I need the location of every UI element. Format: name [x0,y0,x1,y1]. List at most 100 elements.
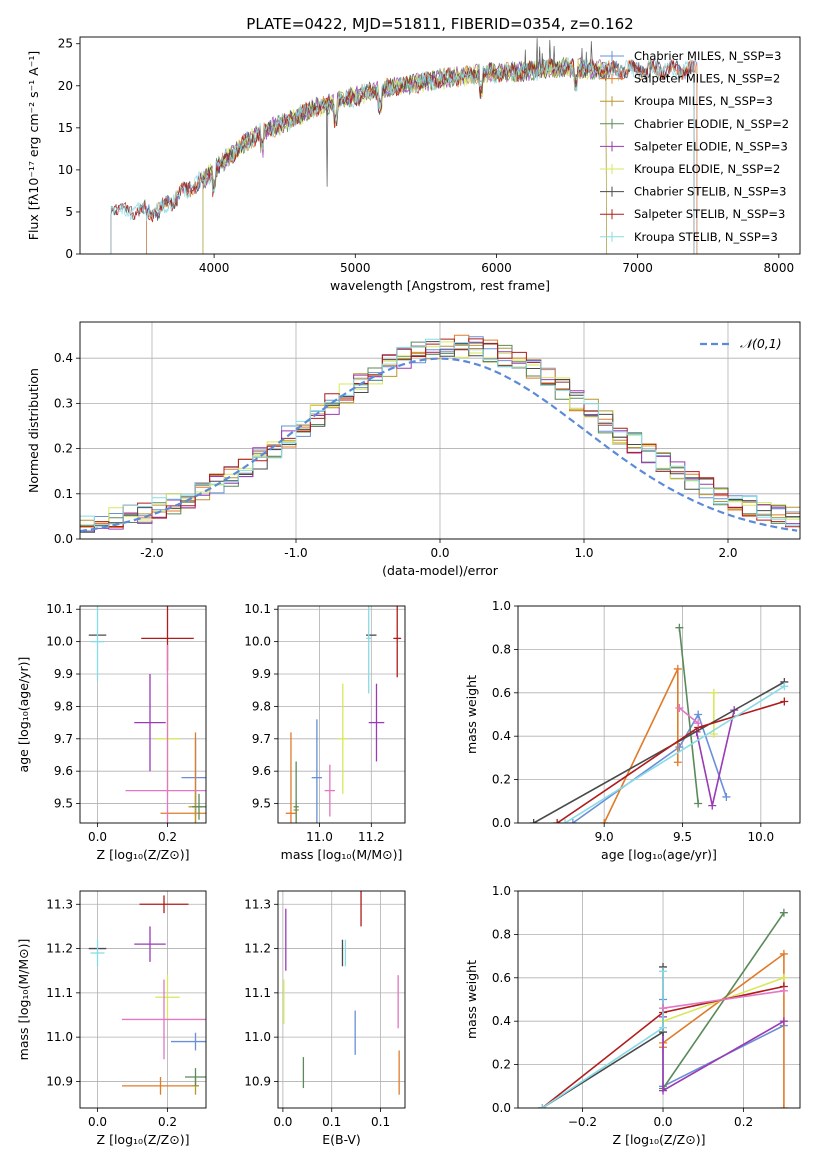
y-tick-label: 10.9 [46,1074,73,1088]
x-axis-label: Z [log₁₀(Z/Z⊙)] [97,847,190,862]
x-axis-label: Z [log₁₀(Z/Z⊙)] [97,1132,190,1147]
y-tick-label: 10.9 [244,1074,271,1088]
y-tick-label: 20 [58,79,73,93]
weight-marker [780,682,789,691]
weight-line [678,707,699,724]
panel-age-vs-mass [278,606,405,823]
weight-marker [779,908,788,917]
x-tick-label: -2.0 [140,546,163,560]
axes-frame [517,890,801,1109]
weight-marker [694,799,703,808]
y-tick-label: 10.1 [244,602,271,616]
x-tick-label: 0.0 [88,830,107,844]
weight-marker [779,986,788,995]
axes-age-vs-Z: 0.0 0.2 9.5 9.6 9.7 9.8 9.9 10.0 10.1 Z [log₁₀(Z/… [16,602,207,862]
y-tick-label: 9.9 [54,667,73,681]
x-tick-label: 10.0 [747,830,774,844]
x-axis-label: Z [log₁₀(Z/Z⊙)] [613,1132,706,1147]
x-tick-label: 7000 [622,261,653,275]
y-tick-label: 0.6 [492,686,511,700]
x-tick-label: 0.2 [158,1115,177,1129]
x-tick-label: 11.0 [306,830,333,844]
figure-title: PLATE=0422, MJD=51811, FIBERID=0354, z=0… [246,15,633,33]
axes-weight-vs-Z: −0.2 0.0 0.2 0.0 0.2 0.4 0.6 0.8 1.0 Z [log₁₀(Z/Z… [464,884,801,1147]
y-tick-label: 11.1 [244,986,271,1000]
plot-area [110,38,698,254]
legend-entry: Kroupa ELODIE, N_SSP=2 [634,162,780,176]
axes-residuals: -2.0 -1.0 0.0 1.0 2.0 0.0 0.1 0.2 0.3 0.4 (data-mo… [26,321,801,578]
y-tick-label: 11.0 [46,1030,73,1044]
panel-weight-vs-Z [518,890,800,1109]
y-axis-label: mass [log₁₀(M/M⊙)] [16,939,31,1061]
weight-line [662,999,785,1088]
y-tick-label: 10.0 [244,635,271,649]
weight-marker [722,792,731,801]
x-tick-label: -1.0 [284,546,307,560]
y-axis-label: age [log₁₀(age/yr)] [16,657,31,773]
y-tick-label: 11.1 [46,986,73,1000]
x-axis-label: E(B-V) [322,1132,361,1147]
y-tick-label: 9.6 [252,764,271,778]
y-axis-label: Flux [fλ10⁻¹⁷ erg cm⁻² s⁻¹ A⁻¹] [26,51,41,240]
x-tick-label: −0.2 [568,1115,597,1129]
weight-marker [659,967,668,976]
y-tick-label: 11.3 [244,897,271,911]
weight-marker [553,819,562,823]
y-tick-label: 0.4 [492,729,511,743]
y-tick-label: 11.0 [244,1030,271,1044]
panel-mass-vs-Z [80,891,206,1108]
x-tick-label: 0.2 [734,1115,753,1129]
x-tick-label: 0.0 [653,1115,672,1129]
y-tick-label: 9.9 [252,667,271,681]
axes-weight-vs-age: 9.0 9.5 10.0 0.0 0.2 0.4 0.6 0.8 1.0 age [log₁₀(a… [464,599,801,862]
x-tick-label: 1.0 [574,546,593,560]
x-tick-label: 0.1 [371,1115,390,1129]
legend-entry: Chabrier MILES, N_SSP=3 [634,49,781,63]
y-tick-label: 0.3 [54,396,73,410]
weight-marker [780,697,789,706]
plot-area [538,908,788,1108]
panel-residuals [80,322,800,540]
weight-line [572,712,728,823]
y-tick-label: 0.2 [492,773,511,787]
y-axis-label: mass weight [464,960,479,1039]
weight-marker [659,1086,668,1095]
weight-marker [694,719,703,728]
weight-marker [659,1004,668,1013]
plot-area [283,891,400,1095]
y-tick-label: 9.5 [252,797,271,811]
axes-mass-vs-Z: 0.0 0.2 10.9 11.0 11.1 11.2 11.3 Z [log₁₀(Z/Z⊙)… [16,890,207,1147]
x-tick-label: 2.0 [718,546,737,560]
weight-marker [675,743,684,752]
axes-age-vs-mass: 11.0 11.2 9.5 9.6 9.7 9.8 9.9 10.0 10.1 mass [log… [244,602,406,862]
panel-spectrum [110,38,698,254]
y-tick-label: 9.8 [252,699,271,713]
legend-entry: Chabrier STELIB, N_SSP=3 [634,185,786,199]
y-tick-label: 0.2 [54,442,73,456]
y-tick-label: 0.8 [492,642,511,656]
y-tick-label: 9.7 [252,732,271,746]
weight-marker [779,1104,788,1108]
legend-entry: Salpeter STELIB, N_SSP=3 [634,207,785,221]
legend-entry: 𝒩(0,1) [740,336,782,351]
weight-line [541,971,664,1108]
x-axis-label: (data-model)/error [382,563,499,578]
axes-spectrum: 4000 5000 6000 7000 8000 0 5 10 15 20 25 wavelength… [26,36,801,293]
y-tick-label: 11.2 [244,942,271,956]
y-tick-label: 11.2 [46,942,73,956]
weight-line [533,681,785,823]
plot-area [88,895,206,1095]
y-tick-label: 0.8 [492,927,511,941]
y-tick-label: 5 [65,205,73,219]
x-tick-label: 0.0 [88,1115,107,1129]
x-tick-label: 0.2 [158,830,177,844]
weight-marker [529,819,538,823]
y-tick-label: 9.8 [54,699,73,713]
panel-mass-vs-ebv [278,891,405,1108]
axes-mass-vs-ebv: 0.0 0.1 0.1 10.9 11.0 11.1 11.2 11.3 E(B-V) [244,890,406,1147]
normal-curve [80,357,798,533]
y-tick-label: 25 [58,37,73,51]
y-tick-label: 0.0 [54,532,73,546]
weight-line [603,668,679,823]
